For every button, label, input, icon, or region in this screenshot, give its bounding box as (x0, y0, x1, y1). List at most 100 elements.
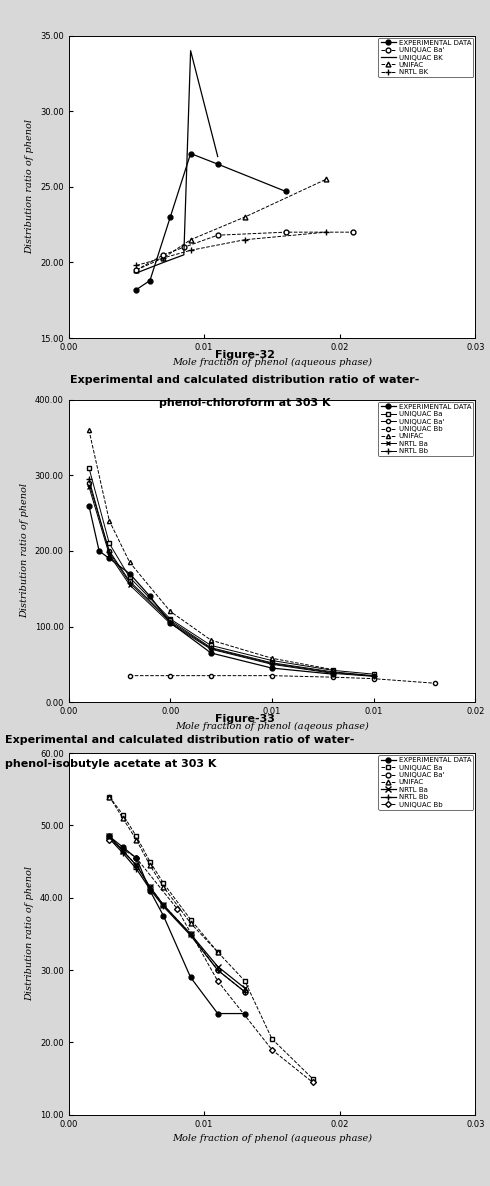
UNIQUAC Ba' (350, 225, 356, 240)
UNIFAC (147, 859, 153, 873)
NRTL Bb (168, 614, 173, 629)
Line: UNiFAC: UNiFAC (87, 428, 335, 671)
UNIQUAC Bb (133, 850, 139, 865)
UNIQUAC Ba' (133, 859, 139, 873)
NRTL Ba (133, 859, 139, 873)
NRTL Ba (215, 959, 220, 974)
UNIQUAC Ba (120, 808, 126, 822)
NRTL Bb (86, 472, 92, 486)
UNIQUAC Ba' (269, 656, 275, 670)
Line: UNIQUAC Ba: UNIQUAC Ba (107, 795, 315, 1082)
UNiFAC (106, 514, 112, 528)
UNiFAC (269, 651, 275, 665)
Line: NRTL Ba: NRTL Ba (106, 834, 247, 991)
EXPERIMENTAL DATA (215, 1007, 220, 1021)
UNIQUAC Ba' (161, 248, 167, 262)
NRTL BK (323, 225, 329, 240)
EXPERIMENTAL DATA (188, 146, 194, 160)
UNIQUAC Ba' (215, 963, 220, 977)
UNIFAC (188, 232, 194, 247)
X-axis label: Mole fraction of phenol (aqueous phase): Mole fraction of phenol (aqueous phase) (172, 357, 372, 366)
X-axis label: Mole fraction of phenol (aqeous phase): Mole fraction of phenol (aqeous phase) (175, 721, 369, 731)
NRTL Bb (106, 546, 112, 560)
Line: UNIQUAC Ba': UNIQUAC Ba' (107, 834, 247, 994)
UNIQUAC Ba' (215, 228, 220, 242)
Legend: EXPERIMENTAL DATA, UNIQUAC Ba, UNIQUAC Ba', UNIQUAC Bb, UNiFAC, NRTL Ba, NRTL Bb: EXPERIMENTAL DATA, UNIQUAC Ba, UNIQUAC B… (378, 402, 473, 457)
NRTL BK (133, 259, 139, 273)
NRTL Ba (242, 981, 248, 995)
NRTL BK (161, 250, 167, 264)
UNIFAC (323, 172, 329, 186)
NRTL Ba (168, 617, 173, 631)
Text: phenol-isobutyle acetate at 303 K: phenol-isobutyle acetate at 303 K (5, 759, 216, 769)
UNIQUAC Ba' (330, 664, 336, 678)
UNIQUAC Ba' (168, 613, 173, 627)
NRTL Ba (330, 667, 336, 681)
Line: EXPERIMENTAL DATA: EXPERIMENTAL DATA (134, 151, 288, 292)
UNIQUAC Bb (269, 669, 275, 683)
Text: Experimental and calculated distribution ratio of water-: Experimental and calculated distribution… (5, 735, 354, 745)
NRTL Bb (188, 929, 194, 943)
Line: NRTL Bb: NRTL Bb (106, 835, 248, 995)
NRTL Ba (371, 669, 377, 683)
EXPERIMENTAL DATA (269, 661, 275, 675)
Y-axis label: Distribution ratio of phenol: Distribution ratio of phenol (25, 867, 34, 1001)
UNIQUAC Ba (371, 667, 377, 681)
NRTL Bb (269, 656, 275, 670)
UNIFAC (215, 945, 220, 959)
Line: UNIQUAC Ba': UNIQUAC Ba' (134, 230, 356, 273)
Text: Figure-33: Figure-33 (215, 714, 275, 723)
UNIQUAC Bb (208, 669, 214, 683)
UNIQUAC Ba (106, 536, 112, 550)
UNIQUAC Bb (269, 1042, 275, 1057)
EXPERIMENTAL DATA (133, 850, 139, 865)
UNIFAC (161, 880, 167, 894)
Legend: EXPERIMENTAL DATA, UNIQUAC Ba', UNIQUAC BK, UNIFAC, NRTL BK: EXPERIMENTAL DATA, UNIQUAC Ba', UNIQUAC … (378, 38, 473, 77)
UNIQUAC Ba' (86, 476, 92, 490)
UNIFAC (133, 833, 139, 847)
EXPERIMENTAL DATA (86, 498, 92, 512)
EXPERIMENTAL DATA (147, 884, 153, 898)
UNIQUAC Ba (161, 876, 167, 891)
UNIQUAC Ba' (120, 843, 126, 857)
NRTL BK (242, 232, 248, 247)
UNIFAC (106, 790, 112, 804)
UNIQUAC Ba' (106, 543, 112, 559)
NRTL Bb (133, 862, 139, 876)
NRTL Ba (188, 927, 194, 942)
EXPERIMENTAL DATA (188, 970, 194, 984)
EXPERIMENTAL DATA (168, 210, 173, 224)
NRTL Bb (147, 882, 153, 897)
UNiFAC (86, 423, 92, 438)
UNIQUAC Ba' (106, 829, 112, 843)
EXPERIMENTAL DATA (161, 908, 167, 923)
EXPERIMENTAL DATA (133, 282, 139, 296)
Line: UNIFAC: UNIFAC (107, 795, 220, 955)
UNIQUAC Ba (168, 612, 173, 626)
EXPERIMENTAL DATA (120, 840, 126, 854)
UNIQUAC Ba (242, 974, 248, 988)
Line: NRTL Ba: NRTL Ba (87, 484, 376, 678)
EXPERIMENTAL DATA (168, 616, 173, 630)
NRTL Bb (371, 669, 377, 683)
UNiFAC (330, 663, 336, 677)
Text: Experimental and calculated distribution ratio of water-: Experimental and calculated distribution… (70, 375, 420, 384)
NRTL Ba (161, 898, 167, 912)
NRTL Bb (215, 963, 220, 977)
EXPERIMENTAL DATA (126, 567, 132, 581)
Line: NRTL Bb: NRTL Bb (86, 477, 376, 678)
UNIQUAC Ba' (133, 263, 139, 278)
Line: EXPERIMENTAL DATA: EXPERIMENTAL DATA (87, 503, 335, 676)
UNIQUAC BK (215, 149, 220, 164)
UNIQUAC BK (133, 266, 139, 280)
Line: UNIFAC: UNIFAC (134, 177, 329, 273)
UNiFAC (168, 605, 173, 619)
UNIQUAC Ba' (283, 225, 289, 240)
NRTL Ba (126, 578, 132, 592)
UNIQUAC Ba' (188, 927, 194, 942)
X-axis label: Mole fraction of phenol (aqueous phase): Mole fraction of phenol (aqueous phase) (172, 1134, 372, 1143)
Text: phenol-chloroform at 303 K: phenol-chloroform at 303 K (159, 398, 331, 408)
EXPERIMENTAL DATA (208, 646, 214, 661)
Line: EXPERIMENTAL DATA: EXPERIMENTAL DATA (107, 834, 247, 1016)
NRTL Ba (269, 657, 275, 671)
